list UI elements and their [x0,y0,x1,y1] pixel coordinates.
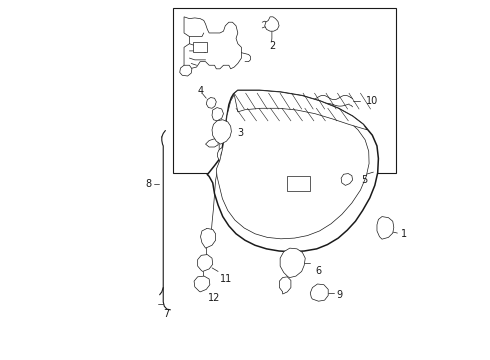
Text: 8: 8 [145,179,151,189]
Text: 11: 11 [220,274,232,284]
Circle shape [343,176,350,183]
Polygon shape [206,98,216,108]
Polygon shape [207,90,378,252]
Polygon shape [212,120,231,144]
Text: 3: 3 [237,129,243,138]
Circle shape [239,145,259,166]
Polygon shape [377,217,394,239]
Bar [173,8,395,173]
Text: 5: 5 [362,175,368,185]
Polygon shape [212,108,223,121]
Polygon shape [197,255,213,271]
Text: 1: 1 [401,229,407,239]
Text: 6: 6 [315,266,321,276]
Circle shape [208,99,215,107]
Polygon shape [310,284,328,301]
Polygon shape [205,139,218,147]
Polygon shape [180,65,192,76]
Polygon shape [280,248,305,278]
Bar [287,176,310,192]
Polygon shape [341,174,353,185]
Bar [193,41,207,51]
Text: 9: 9 [337,291,343,301]
Text: 2: 2 [270,41,276,51]
Polygon shape [200,228,216,248]
Polygon shape [184,17,242,69]
Circle shape [243,150,254,161]
Circle shape [221,150,230,159]
Text: 4: 4 [197,86,203,96]
Text: 12: 12 [208,293,220,303]
Text: 10: 10 [366,96,378,106]
Polygon shape [194,276,210,292]
Circle shape [218,147,233,163]
Text: 7: 7 [163,310,169,319]
Polygon shape [216,94,369,239]
Polygon shape [279,277,291,294]
Polygon shape [234,90,367,130]
Polygon shape [265,17,279,31]
